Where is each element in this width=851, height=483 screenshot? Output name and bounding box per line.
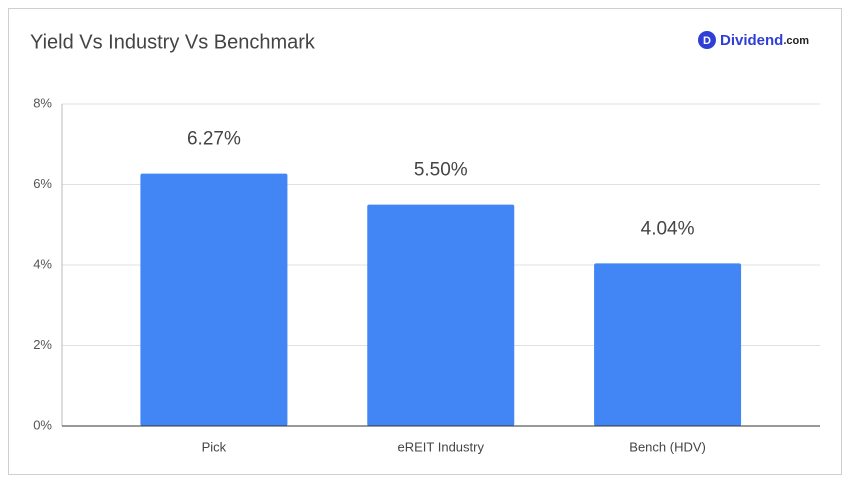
x-tick-label: Bench (HDV) [629, 439, 706, 454]
chart-title: Yield Vs Industry Vs Benchmark [30, 31, 316, 53]
bar [367, 204, 515, 426]
y-tick-label: 8% [33, 95, 52, 110]
value-label: 5.50% [414, 160, 468, 181]
logo-name-text: Dividend [720, 32, 783, 49]
y-tick-label: 6% [33, 176, 52, 191]
x-tick-label: eREIT Industry [398, 439, 485, 454]
logo-icon-bg [698, 31, 716, 49]
y-tick-label: 0% [33, 417, 52, 432]
value-label: 6.27% [187, 129, 241, 150]
y-tick-label: 4% [33, 256, 52, 271]
y-tick-label: 2% [33, 337, 52, 352]
bar [594, 263, 742, 426]
logo-name[interactable]: Dividend.com [720, 32, 809, 49]
logo-suffix: .com [783, 35, 809, 47]
bar [140, 173, 288, 426]
logo-icon: D [703, 35, 711, 47]
value-label: 4.04% [641, 218, 695, 239]
x-tick-label: Pick [202, 439, 227, 454]
